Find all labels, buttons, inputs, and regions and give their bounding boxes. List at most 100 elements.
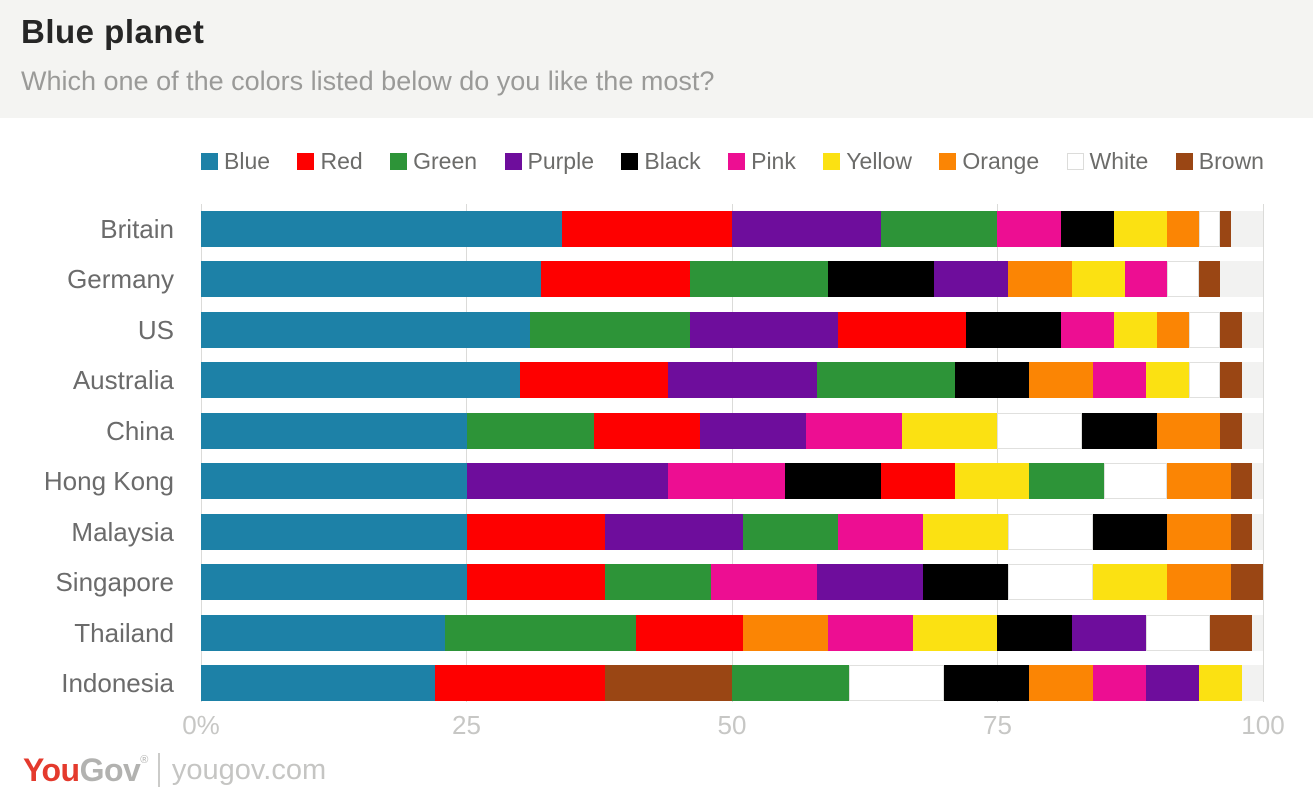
bar-segment-us-red bbox=[838, 312, 966, 348]
bar-segment-britain-purple bbox=[731, 211, 881, 247]
bar-segment-hong-kong-blue bbox=[201, 463, 467, 499]
bar-segment-britain-brown bbox=[1220, 211, 1232, 247]
legend-label-orange: Orange bbox=[962, 147, 1040, 174]
bar-row-australia bbox=[201, 362, 1263, 398]
legend-label-white: White bbox=[1089, 147, 1149, 174]
bar-segment-germany-pink bbox=[1124, 261, 1168, 297]
bar-segment-indonesia-blue bbox=[201, 665, 435, 701]
bar-segment-china-red bbox=[593, 413, 701, 449]
legend-item-yellow: Yellow bbox=[823, 148, 912, 175]
header-band: Blue planet Which one of the colors list… bbox=[0, 0, 1313, 118]
bar-segment-us-pink bbox=[1061, 312, 1115, 348]
bar-segment-australia-blue bbox=[201, 362, 520, 398]
bar-row-us bbox=[201, 312, 1263, 348]
legend-item-orange: Orange bbox=[939, 148, 1039, 175]
country-label-us: US bbox=[137, 315, 174, 345]
bar-segment-us-white bbox=[1188, 312, 1221, 348]
country-label-gutter: Britain Germany US Australia China Hong Kong M… bbox=[0, 204, 174, 702]
legend-item-pink: Pink bbox=[728, 148, 796, 175]
bar-segment-china-brown bbox=[1220, 413, 1242, 449]
gridline-75 bbox=[997, 204, 998, 702]
legend-item-green: Green bbox=[390, 148, 477, 175]
bar-segment-germany-red bbox=[540, 261, 690, 297]
legend-item-red: Red bbox=[297, 148, 363, 175]
country-label-malaysia: Malaysia bbox=[71, 517, 174, 547]
bar-segment-germany-green bbox=[689, 261, 828, 297]
bar-row-indonesia bbox=[201, 665, 1263, 701]
bar-segment-singapore-purple bbox=[816, 564, 924, 600]
bar-segment-indonesia-black bbox=[944, 665, 1030, 701]
country-label-singapore: Singapore bbox=[55, 567, 174, 597]
x-tick-0: 0% bbox=[182, 710, 220, 740]
bar-segment-germany-white bbox=[1167, 261, 1200, 297]
plot-area bbox=[200, 204, 1264, 702]
bar-segment-us-yellow bbox=[1114, 312, 1157, 348]
country-label-indonesia: Indonesia bbox=[61, 668, 174, 698]
bar-row-germany bbox=[201, 261, 1263, 297]
bar-segment-indonesia-white bbox=[848, 665, 945, 701]
gridline-50 bbox=[731, 204, 733, 702]
legend-swatch-red-icon bbox=[297, 152, 315, 170]
bar-segment-germany-orange bbox=[1008, 261, 1072, 297]
legend-label-blue: Blue bbox=[224, 147, 271, 174]
legend-label-green: Green bbox=[413, 147, 478, 174]
bar-segment-australia-purple bbox=[668, 362, 817, 398]
bar-segment-indonesia-brown bbox=[604, 665, 732, 701]
bar-segment-hong-kong-red bbox=[880, 463, 955, 499]
bar-segment-hong-kong-brown bbox=[1231, 463, 1253, 499]
bar-segment-australia-pink bbox=[1093, 362, 1147, 398]
bar-segment-hong-kong-orange bbox=[1167, 463, 1232, 499]
bar-segment-australia-brown bbox=[1220, 362, 1242, 398]
bar-segment-china-pink bbox=[806, 413, 902, 449]
legend-item-brown: Brown bbox=[1175, 148, 1264, 175]
yougov-logo-gov: Gov bbox=[79, 751, 141, 788]
legend-label-yellow: Yellow bbox=[846, 147, 912, 174]
bar-row-singapore bbox=[201, 564, 1263, 600]
x-tick-75: 75 bbox=[983, 710, 1012, 740]
bar-segment-us-orange bbox=[1156, 312, 1189, 348]
bar-segment-australia-green bbox=[816, 362, 955, 398]
bar-segment-hong-kong-yellow bbox=[954, 463, 1030, 499]
gridline-100 bbox=[1262, 204, 1264, 702]
bar-segment-australia-orange bbox=[1029, 362, 1094, 398]
bar-segment-indonesia-green bbox=[731, 665, 849, 701]
bar-row-hong-kong bbox=[201, 463, 1263, 499]
legend-swatch-brown-icon bbox=[1175, 152, 1193, 170]
x-tick-25: 25 bbox=[452, 710, 481, 740]
bar-segment-thailand-purple bbox=[1071, 615, 1147, 651]
legend-swatch-yellow-icon bbox=[823, 152, 841, 170]
bar-segment-china-purple bbox=[700, 413, 807, 449]
bar-segment-britain-yellow bbox=[1114, 211, 1168, 247]
legend-swatch-black-icon bbox=[621, 152, 639, 170]
bar-segment-hong-kong-white bbox=[1103, 463, 1168, 499]
bar-segment-germany-brown bbox=[1199, 261, 1221, 297]
bar-segment-malaysia-brown bbox=[1231, 514, 1253, 550]
bar-row-china bbox=[201, 413, 1263, 449]
bar-segment-indonesia-red bbox=[434, 665, 605, 701]
bar-segment-germany-blue bbox=[201, 261, 541, 297]
bar-segment-malaysia-red bbox=[466, 514, 605, 550]
bar-segment-malaysia-white bbox=[1008, 514, 1094, 550]
bar-segment-malaysia-orange bbox=[1167, 514, 1232, 550]
bar-segment-singapore-pink bbox=[710, 564, 817, 600]
legend-label-purple: Purple bbox=[527, 147, 594, 174]
x-tick-100: 100 bbox=[1241, 710, 1285, 740]
bar-segment-thailand-green bbox=[445, 615, 637, 651]
bar-segment-indonesia-orange bbox=[1029, 665, 1094, 701]
country-label-hong-kong: Hong Kong bbox=[43, 466, 174, 496]
bar-segment-thailand-pink bbox=[827, 615, 913, 651]
legend-item-black: Black bbox=[621, 148, 701, 175]
bar-segment-thailand-black bbox=[997, 615, 1072, 651]
bar-segment-us-purple bbox=[689, 312, 839, 348]
x-tick-50: 50 bbox=[717, 710, 747, 740]
bar-segment-australia-white bbox=[1188, 362, 1221, 398]
bar-segment-indonesia-yellow bbox=[1199, 665, 1242, 701]
bar-segment-china-blue bbox=[201, 413, 467, 449]
bar-segment-malaysia-purple bbox=[604, 514, 743, 550]
country-label-australia: Australia bbox=[72, 365, 174, 395]
bar-segment-singapore-white bbox=[1008, 564, 1094, 600]
bar-segment-britain-black bbox=[1061, 211, 1115, 247]
bar-segment-thailand-orange bbox=[742, 615, 828, 651]
country-label-germany: Germany bbox=[67, 264, 174, 294]
bar-segment-singapore-brown bbox=[1231, 564, 1263, 600]
